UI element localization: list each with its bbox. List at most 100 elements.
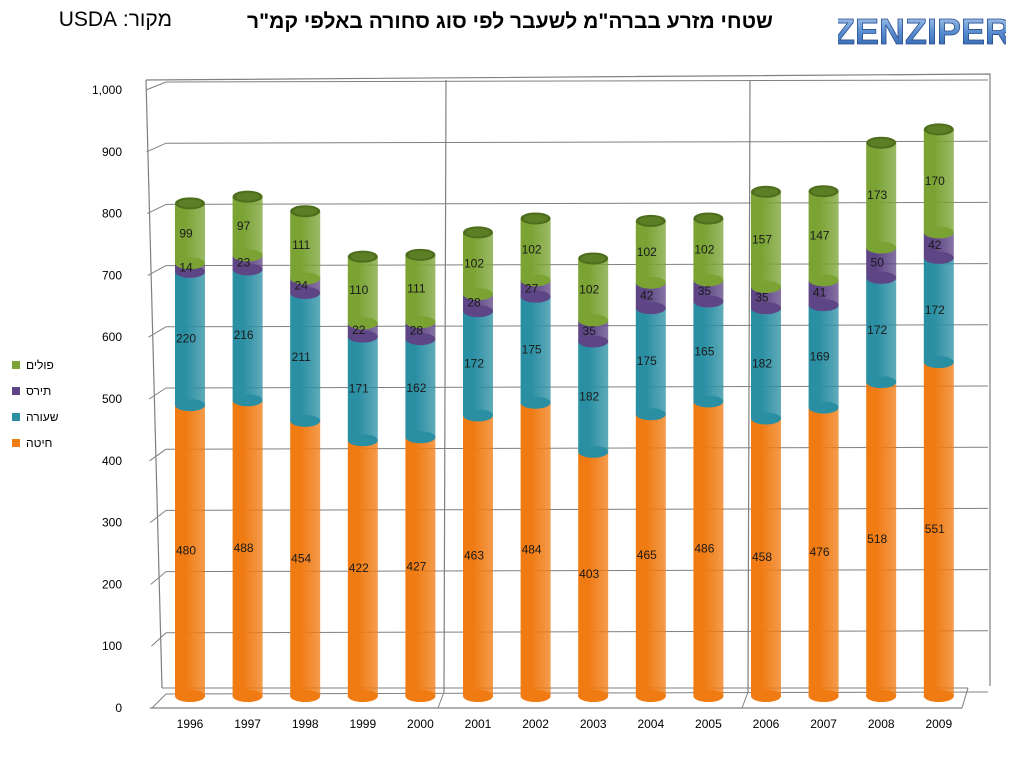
bar-segment-bottom-cap [232,394,263,407]
grid-line-left-3 [149,510,167,523]
grid-line-7 [165,263,989,267]
bar-segment-פולים [463,232,493,295]
bar-segment-bottom-cap [635,408,666,421]
group-separator-1 [747,79,751,693]
grid-line-left-6 [148,326,167,338]
bar-segment-bottom-cap [405,431,436,444]
bar-segment-שעורה [808,305,839,408]
bar-segment-חיטה [175,405,205,696]
bar-segment-bottom-cap [693,690,724,702]
bar-segment-bottom-cap [635,690,666,702]
data-label: 427 [406,560,426,574]
bar-1999: 422 171 22 110 [347,250,378,702]
bar-segment-bottom-cap [175,265,205,278]
group-separator-0 [443,79,447,693]
data-label: 14 [179,261,193,275]
grid-line-0 [165,691,989,695]
data-label: 165 [694,344,714,358]
grid-layer [145,73,991,709]
data-label: 111 [407,281,426,295]
data-label: 35 [698,284,712,298]
bar-segment-bottom-cap [693,274,724,287]
x-tick-label: 2002 [522,717,549,731]
data-label: 211 [292,350,311,364]
bar-segment-חיטה [866,382,897,696]
data-label: 463 [464,549,484,563]
bar-top-cap-inner [408,250,433,259]
grid-line-left-5 [148,387,167,400]
legend-label-wheat: חיטה [26,436,53,450]
bar-segment-חיטה [693,401,724,696]
source-label: מקור: USDA [58,8,172,31]
bar-segment-bottom-cap [808,274,839,287]
data-label: 102 [694,242,714,256]
bar-segment-bottom-cap [520,290,551,303]
bar-segment-bottom-cap [347,317,378,330]
grid-line-left-2 [150,571,167,585]
data-label: 102 [637,245,657,259]
bar-segment-תירס [751,286,781,309]
bar-segment-bottom-cap [290,272,321,285]
data-label: 220 [176,331,196,345]
data-label: 551 [925,522,945,536]
group-separator-floor-0 [437,691,445,709]
chart-title: שטחי מזרע בברה"מ לשעבר לפי סוג סחורה באל… [247,10,773,33]
grid-line-left-1 [151,632,167,647]
bar-segment-bottom-cap [405,690,436,702]
bar-top-cap-inner [523,214,548,223]
bar-segment-שעורה [175,271,205,406]
data-label: 403 [579,567,599,581]
bar-top-cap-inner [869,138,894,147]
bar-segment-חיטה [463,415,493,696]
bar-segment-חיטה [520,402,551,696]
data-label: 480 [176,544,196,558]
data-label: 172 [464,356,484,370]
logo-text: ZENZIPER [838,11,1006,52]
data-label: 454 [291,551,311,565]
bar-segment-חיטה [290,420,321,696]
bar-segment-שעורה [290,293,321,421]
data-label: 486 [694,542,714,556]
bar-segment-bottom-cap [866,690,897,702]
bar-segment-bottom-cap [578,314,609,327]
data-label: 484 [522,542,542,556]
bar-segment-bottom-cap [751,302,781,315]
legend-item-beans: פולים [12,352,122,378]
grid-line-8 [165,201,989,205]
grid-line-1 [165,630,989,634]
grid-line-left-9 [146,142,167,153]
grid-line-left-8 [146,203,167,215]
bar-segment-bottom-cap [347,434,378,447]
bar-segment-שעורה [520,296,551,403]
bar-segment-פולים [290,211,321,279]
bar-segment-פולים [578,258,609,321]
bar-segment-תירס [693,280,724,302]
data-label: 170 [925,174,945,188]
data-label: 42 [928,238,942,252]
data-label: 488 [234,541,254,555]
bar-segment-bottom-cap [578,335,609,348]
group-separator-floor-1 [741,691,749,709]
bar-segment-bottom-cap [866,376,897,389]
grid-line-2 [165,569,989,573]
bar-top-cap-inner [754,187,778,196]
data-label: 175 [637,354,657,368]
x-tick-label: 2005 [695,717,722,731]
data-label: 173 [867,188,887,202]
bar-segment-שעורה [405,339,436,438]
x-tick-label: 1999 [349,717,376,731]
y-tick-label: 1,000 [92,83,122,97]
bar-segment-bottom-cap [232,263,263,276]
bar-segment-bottom-cap [520,396,551,409]
y-tick-label: 900 [102,145,122,159]
bar-segment-שעורה [635,308,666,415]
bar-top-cap-inner [466,228,490,237]
grid-line-6 [165,324,989,328]
data-label: 102 [464,256,484,270]
data-label: 518 [867,532,887,546]
back-wall-outline [145,73,991,686]
y-tick-label: 700 [102,268,122,282]
chart-legend: פולים תירס שעורה חיטה [12,352,122,456]
bar-2004: 465 175 42 102 [635,214,666,702]
